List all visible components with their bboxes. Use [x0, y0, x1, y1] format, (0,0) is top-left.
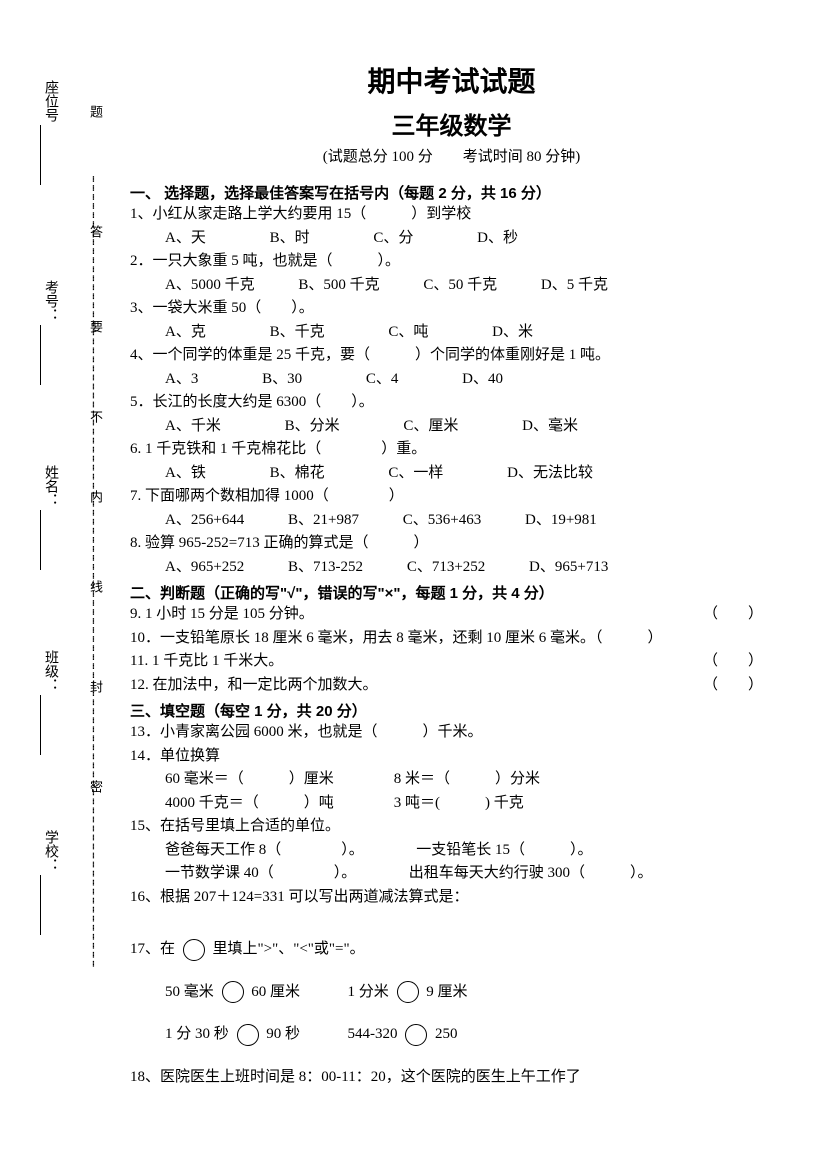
circle-icon	[222, 981, 244, 1003]
q17-line2: 1 分 30 秒 90 秒 544-320 250	[130, 1023, 773, 1046]
exam-no-field: 考号：	[40, 280, 60, 385]
q13: 13．小青家离公园 6000 米，也就是（ ）千米。	[130, 721, 773, 744]
q4: 4、一个同学的体重是 25 千克，要（ ）个同学的体重刚好是 1 吨。	[130, 344, 773, 367]
q14-line2: 4000 千克＝（ ）吨 3 吨＝( ) 千克	[130, 792, 773, 815]
exam-subtitle: 三年级数学	[130, 106, 773, 141]
q2-options: A、5000 千克 B、500 千克 C、50 千克 D、5 千克	[130, 274, 773, 297]
q16: 16、根据 207＋124=331 可以写出两道减法算式是：	[130, 886, 773, 909]
q2: 2．一只大象重 5 吨，也就是（ ）。	[130, 250, 773, 273]
q3-options: A、克 B、千克 C、吨 D、米	[130, 321, 773, 344]
warning-char-6: 线	[86, 580, 105, 593]
q15-line2: 一节数学课 40（ ）。 出租车每天大约行驶 300（ ）。	[130, 862, 773, 885]
q18: 18、医院医生上班时间是 8：00-11：20，这个医院的医生上午工作了	[130, 1066, 773, 1089]
section-3-heading: 三、填空题（每空 1 分，共 20 分）	[130, 700, 773, 721]
q6-options: A、铁 B、棉花 C、一样 D、无法比较	[130, 462, 773, 485]
exam-content: 期中考试试题 三年级数学 (试题总分 100 分 考试时间 80 分钟) 一、 …	[130, 60, 773, 1089]
q17-line1: 50 毫米 60 厘米 1 分米 9 厘米	[130, 981, 773, 1004]
q7: 7. 下面哪两个数相加得 1000（ ）	[130, 485, 773, 508]
class-field: 班级：	[40, 650, 60, 755]
name-field: 姓名：	[40, 465, 60, 570]
circle-icon	[237, 1024, 259, 1046]
q1-options: A、天 B、时 C、分 D、秒	[130, 227, 773, 250]
q4-options: A、3 B、30 C、4 D、40	[130, 368, 773, 391]
q12: 12. 在加法中，和一定比两个加数大。 （ ）	[130, 674, 773, 697]
warning-char-2: 答	[86, 225, 105, 238]
q17: 17、在 里填上">"、"<"或"="。	[130, 938, 773, 961]
seat-field: 座位号	[40, 80, 60, 185]
section-2-heading: 二、判断题（正确的写"√"，错误的写"×"，每题 1 分，共 4 分）	[130, 582, 773, 603]
section-1-heading: 一、 选择题，选择最佳答案写在括号内（每题 2 分，共 16 分）	[130, 182, 773, 203]
warning-char-7: 封	[86, 680, 105, 693]
exam-subtext: (试题总分 100 分 考试时间 80 分钟)	[130, 145, 773, 166]
warning-char-4: 不	[86, 410, 105, 423]
circle-icon	[397, 981, 419, 1003]
q15: 15、在括号里填上合适的单位。	[130, 815, 773, 838]
binding-edge: ┈┈┈┈┈┈┈┈┈┈┈┈┈┈┈┈┈┈┈┈┈┈┈┈┈┈┈┈┈┈┈┈┈┈┈┈┈┈┈┈…	[75, 30, 110, 1115]
warning-char-8: 密	[86, 780, 105, 793]
q10: 10．一支铅笔原长 18 厘米 6 毫米，用去 8 毫米，还剩 10 厘米 6 …	[130, 627, 773, 650]
warning-char-1: 题	[86, 105, 105, 118]
circle-icon	[183, 939, 205, 961]
q5: 5．长江的长度大约是 6300（ ）。	[130, 391, 773, 414]
q3: 3、一袋大米重 50（ ）。	[130, 297, 773, 320]
q14: 14．单位换算	[130, 745, 773, 768]
q11: 11. 1 千克比 1 千米大。 （ ）	[130, 650, 773, 673]
q7-options: A、256+644 B、21+987 C、536+463 D、19+981	[130, 509, 773, 532]
warning-char-3: 要	[86, 320, 105, 333]
warning-char-5: 内	[86, 490, 105, 503]
q9: 9. 1 小时 15 分是 105 分钟。 （ ）	[130, 603, 773, 626]
q1: 1、小红从家走路上学大约要用 15（ ）到学校	[130, 203, 773, 226]
exam-title: 期中考试试题	[130, 60, 773, 100]
school-field: 学校：	[40, 830, 60, 935]
q5-options: A、千米 B、分米 C、厘米 D、毫米	[130, 415, 773, 438]
q6: 6. 1 千克铁和 1 千克棉花比（ ）重。	[130, 438, 773, 461]
q14-line1: 60 毫米＝（ ）厘米 8 米＝（ ）分米	[130, 768, 773, 791]
q8: 8. 验算 965-252=713 正确的算式是（ ）	[130, 532, 773, 555]
q8-options: A、965+252 B、713-252 C、713+252 D、965+713	[130, 556, 773, 579]
q15-line1: 爸爸每天工作 8（ ）。 一支铅笔长 15（ ）。	[130, 839, 773, 862]
circle-icon	[405, 1024, 427, 1046]
